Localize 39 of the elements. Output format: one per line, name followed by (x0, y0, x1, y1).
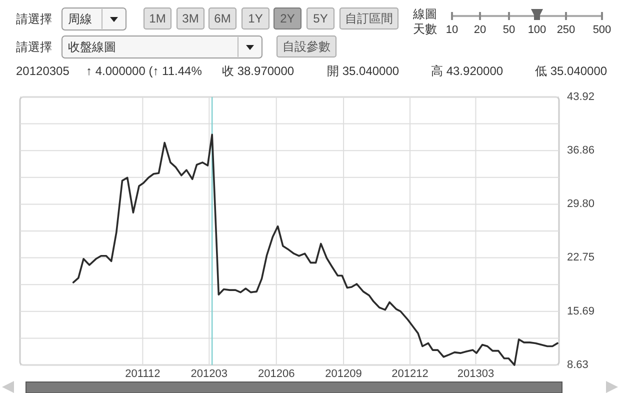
button: 5Y (306, 8, 334, 30)
text: 收 38.970000 (222, 64, 294, 78)
text: 20 (474, 24, 486, 36)
text: 高 43.920000 (431, 64, 504, 78)
button: 6M (208, 8, 236, 30)
dropdown: 收盤線圖 (62, 36, 262, 58)
x-tick-label: 201206 (258, 368, 295, 380)
text: 線圖 (412, 7, 437, 22)
y-tick-label: 29.80 (567, 198, 595, 210)
y-tick-label: 8.63 (567, 358, 588, 371)
text: 250 (556, 24, 576, 36)
y-tick-label: 36.86 (567, 144, 595, 157)
button: 1M (144, 8, 172, 30)
text: 20120305 (16, 64, 70, 78)
x-tick-label: 201209 (325, 368, 362, 380)
x-tick-label: 201203 (190, 368, 228, 380)
line-series (72, 134, 558, 366)
text: 請選擇 (16, 12, 52, 26)
x-tick-label: 201212 (392, 368, 428, 380)
text: 10 (446, 24, 458, 36)
button: 2Y (274, 8, 302, 30)
y-tick-label: 22.75 (567, 252, 595, 264)
text: 低 35.040000 (535, 64, 608, 78)
text: 請選擇 (16, 40, 52, 54)
text: 開 35.040000 (327, 64, 400, 78)
button: 1Y (242, 8, 270, 30)
dropdown: 周線 (62, 8, 126, 30)
text: 天數 (413, 22, 437, 36)
y-tick-label: 15.69 (567, 305, 595, 318)
text: 500 (592, 24, 612, 36)
y-tick-label: 43.92 (567, 90, 595, 103)
button: 自訂區間 (340, 8, 398, 30)
x-tick-label: 201303 (457, 368, 494, 380)
text: 50 (502, 24, 516, 36)
x-tick-label: 201112 (125, 368, 160, 380)
button: 3M (176, 8, 204, 30)
text: 100 (528, 24, 546, 36)
button: 自設參數 (276, 36, 336, 58)
text: ↑ 4.000000 (↑ 11.44% (86, 64, 202, 78)
